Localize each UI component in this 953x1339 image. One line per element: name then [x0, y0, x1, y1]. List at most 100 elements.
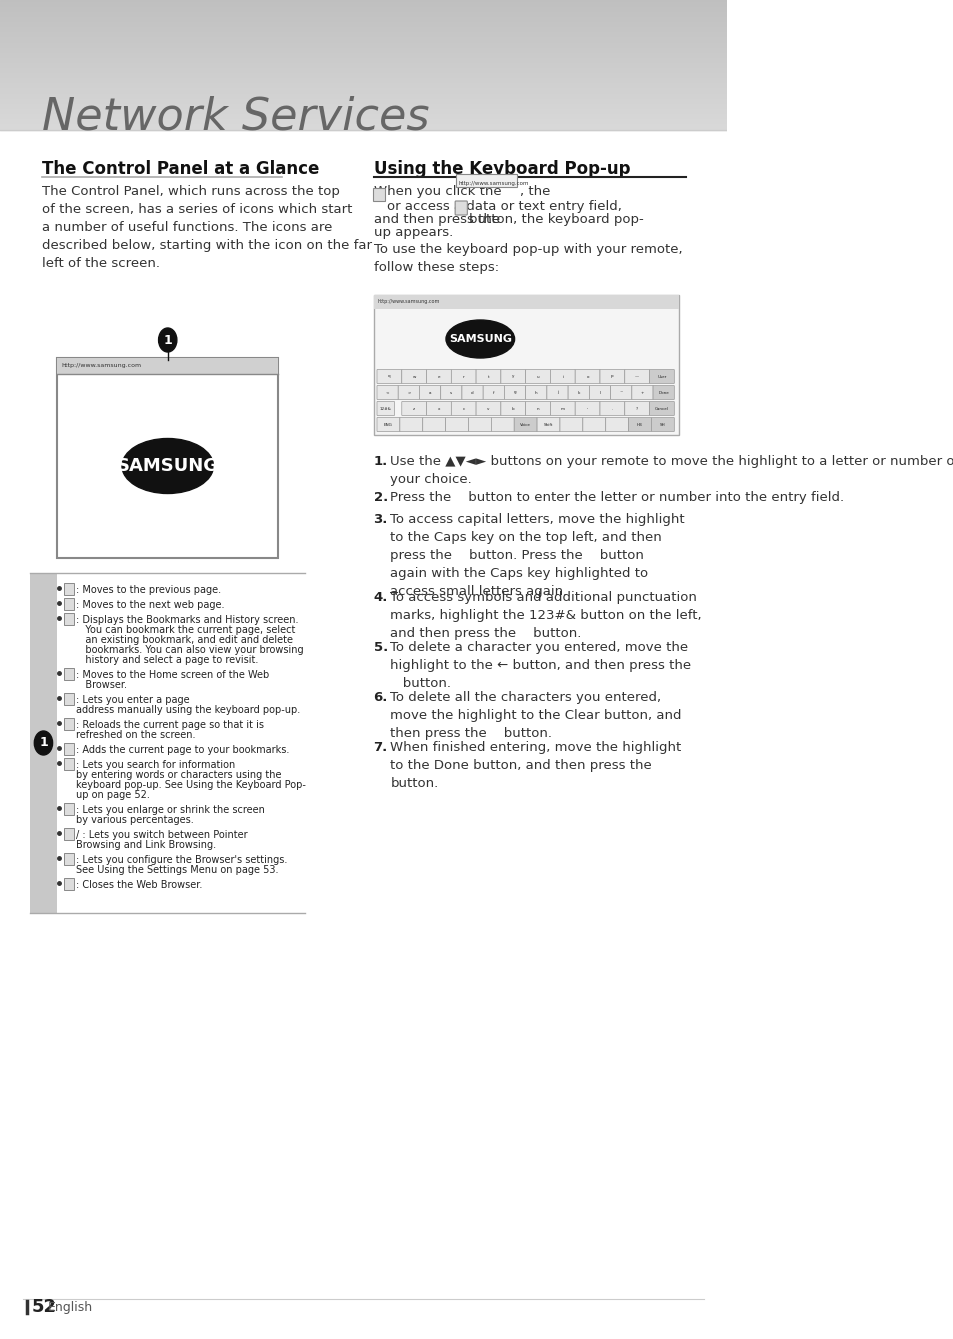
Text: Network Services: Network Services [42, 95, 429, 138]
Text: an existing bookmark, and edit and delete: an existing bookmark, and edit and delet… [76, 635, 293, 645]
FancyBboxPatch shape [476, 402, 500, 415]
Text: m: m [560, 407, 564, 411]
FancyBboxPatch shape [605, 418, 628, 431]
FancyBboxPatch shape [376, 386, 397, 399]
Ellipse shape [122, 438, 213, 494]
Text: button, the keyboard pop-: button, the keyboard pop- [468, 213, 643, 226]
Text: Voice: Voice [519, 423, 531, 427]
FancyBboxPatch shape [546, 386, 568, 399]
Ellipse shape [445, 320, 514, 358]
Text: To delete all the characters you entered,
move the highlight to the Clear button: To delete all the characters you entered… [390, 691, 681, 740]
FancyBboxPatch shape [440, 386, 461, 399]
FancyBboxPatch shape [559, 418, 582, 431]
Text: t: t [487, 375, 489, 379]
FancyBboxPatch shape [500, 402, 525, 415]
FancyBboxPatch shape [476, 370, 500, 383]
Text: k: k [577, 391, 579, 395]
FancyBboxPatch shape [57, 358, 278, 374]
FancyBboxPatch shape [468, 418, 491, 431]
Text: To delete a character you entered, move the
highlight to the ← button, and then : To delete a character you entered, move … [390, 641, 691, 690]
FancyBboxPatch shape [374, 295, 678, 435]
FancyBboxPatch shape [568, 386, 589, 399]
Text: h: h [535, 391, 537, 395]
FancyBboxPatch shape [65, 718, 74, 730]
FancyBboxPatch shape [65, 668, 74, 679]
Text: : Displays the Bookmarks and History screen.: : Displays the Bookmarks and History scr… [76, 615, 298, 625]
Text: <: < [385, 391, 389, 395]
Text: .: . [611, 407, 613, 411]
Text: The Control Panel, which runs across the top
of the screen, has a series of icon: The Control Panel, which runs across the… [42, 185, 372, 270]
Text: : Lets you enlarge or shrink the screen: : Lets you enlarge or shrink the screen [76, 805, 265, 815]
Text: by various percentages.: by various percentages. [76, 815, 193, 825]
Text: u: u [537, 375, 538, 379]
Text: Cancel: Cancel [655, 407, 668, 411]
Text: : Lets you configure the Browser's settings.: : Lets you configure the Browser's setti… [76, 856, 287, 865]
Text: and then press the: and then press the [374, 213, 499, 226]
FancyBboxPatch shape [455, 174, 517, 186]
FancyBboxPatch shape [401, 402, 426, 415]
Text: a: a [429, 391, 431, 395]
FancyBboxPatch shape [401, 370, 426, 383]
Text: c: c [462, 407, 464, 411]
FancyBboxPatch shape [422, 418, 445, 431]
FancyBboxPatch shape [525, 386, 546, 399]
Text: d: d [471, 391, 474, 395]
Text: HB: HB [637, 423, 642, 427]
Text: y: y [512, 375, 514, 379]
FancyBboxPatch shape [65, 597, 74, 609]
FancyBboxPatch shape [451, 402, 476, 415]
Text: 52: 52 [32, 1297, 57, 1316]
FancyBboxPatch shape [589, 386, 610, 399]
FancyBboxPatch shape [65, 612, 74, 624]
Text: User: User [657, 375, 666, 379]
Text: : Moves to the next web page.: : Moves to the next web page. [76, 600, 225, 611]
Text: SAMSUNG: SAMSUNG [448, 333, 511, 344]
Text: 3.: 3. [374, 513, 388, 526]
Text: The Control Panel at a Glance: The Control Panel at a Glance [42, 159, 319, 178]
FancyBboxPatch shape [426, 402, 451, 415]
Text: 1.: 1. [374, 455, 388, 469]
FancyBboxPatch shape [631, 386, 653, 399]
Text: r: r [462, 375, 464, 379]
Text: address manually using the keyboard pop-up.: address manually using the keyboard pop-… [76, 706, 300, 715]
FancyBboxPatch shape [426, 370, 451, 383]
Text: Browser.: Browser. [76, 680, 127, 690]
Text: To access capital letters, move the highlight
to the Caps key on the top left, a: To access capital letters, move the high… [390, 513, 684, 599]
Text: , the: , the [519, 185, 550, 198]
FancyBboxPatch shape [461, 386, 482, 399]
Text: http://www.samsung.com: http://www.samsung.com [377, 300, 439, 304]
Text: x: x [437, 407, 439, 411]
Text: SH: SH [659, 423, 665, 427]
Text: history and select a page to revisit.: history and select a page to revisit. [76, 655, 258, 665]
Text: 4.: 4. [374, 590, 388, 604]
FancyBboxPatch shape [504, 386, 525, 399]
FancyBboxPatch shape [514, 418, 537, 431]
FancyBboxPatch shape [575, 370, 599, 383]
FancyBboxPatch shape [65, 828, 74, 840]
FancyBboxPatch shape [525, 370, 550, 383]
Text: You can bookmark the current page, select: You can bookmark the current page, selec… [76, 625, 295, 635]
Circle shape [34, 731, 52, 755]
FancyBboxPatch shape [491, 418, 514, 431]
Text: ,: , [586, 407, 588, 411]
FancyBboxPatch shape [599, 370, 624, 383]
FancyBboxPatch shape [455, 201, 467, 216]
FancyBboxPatch shape [65, 582, 74, 595]
Text: bookmarks. You can also view your browsing: bookmarks. You can also view your browsi… [76, 645, 304, 655]
Text: See Using the Settings Menu on page 53.: See Using the Settings Menu on page 53. [76, 865, 278, 874]
FancyBboxPatch shape [57, 358, 278, 558]
Text: g: g [513, 391, 516, 395]
Text: 1: 1 [39, 736, 48, 750]
FancyBboxPatch shape [65, 692, 74, 704]
FancyBboxPatch shape [65, 743, 74, 754]
Text: When you click the: When you click the [374, 185, 500, 198]
Text: p: p [611, 375, 613, 379]
FancyBboxPatch shape [582, 418, 605, 431]
FancyBboxPatch shape [628, 418, 651, 431]
Text: or access a data or text entry field,: or access a data or text entry field, [386, 200, 620, 213]
FancyBboxPatch shape [65, 853, 74, 865]
Text: : Reloads the current page so that it is: : Reloads the current page so that it is [76, 720, 264, 730]
FancyBboxPatch shape [482, 386, 504, 399]
Text: 12#&: 12#& [379, 407, 392, 411]
Text: 5.: 5. [374, 641, 388, 653]
